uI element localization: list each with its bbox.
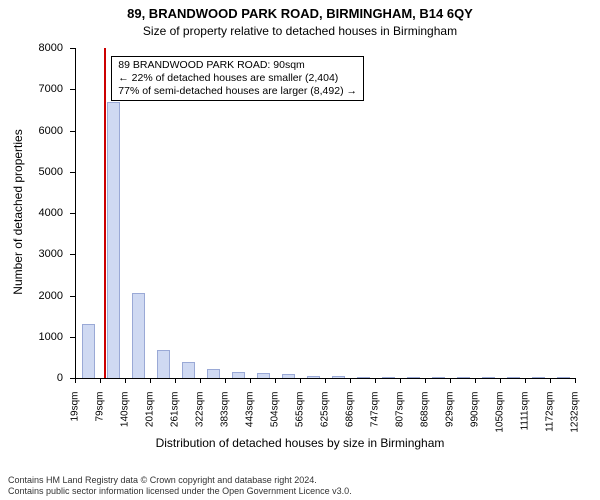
histogram-bar [307,376,320,378]
histogram-bar [457,377,470,378]
histogram-bar [232,372,245,378]
histogram-bar [257,373,270,378]
x-tick-label: 443sqm [245,392,256,442]
x-tick-label: 140sqm [120,392,131,442]
x-tick-mark [150,378,151,383]
y-tick-mark [70,131,75,132]
x-tick-label: 747sqm [370,392,381,442]
x-tick-mark [175,378,176,383]
y-tick-mark [70,213,75,214]
histogram-bar [532,377,545,378]
x-tick-label: 929sqm [445,392,456,442]
x-tick-label: 1050sqm [495,392,506,442]
histogram-bar [507,377,520,378]
footer-line-1: Contains HM Land Registry data © Crown c… [8,475,352,485]
y-tick-mark [70,337,75,338]
x-tick-label: 383sqm [220,392,231,442]
histogram-bar [157,350,170,378]
plot-area: 89 BRANDWOOD PARK ROAD: 90sqm ← 22% of d… [75,48,576,379]
y-tick-mark [70,89,75,90]
x-tick-mark [525,378,526,383]
histogram-bar [182,362,195,378]
annotation-line-3: 77% of semi-detached houses are larger (… [118,85,357,98]
x-tick-label: 625sqm [320,392,331,442]
histogram-bar [282,374,295,378]
y-tick-label: 7000 [0,83,63,95]
x-tick-mark [75,378,76,383]
x-tick-mark [500,378,501,383]
x-tick-mark [550,378,551,383]
histogram-bar [332,376,345,378]
x-axis-label: Distribution of detached houses by size … [0,436,600,450]
y-tick-label: 3000 [0,248,63,260]
histogram-bar [107,102,120,378]
histogram-bar [132,293,145,378]
x-tick-label: 1232sqm [570,392,581,442]
y-tick-mark [70,254,75,255]
chart-container: 89, BRANDWOOD PARK ROAD, BIRMINGHAM, B14… [0,0,600,500]
histogram-bar [357,377,370,378]
annotation-box: 89 BRANDWOOD PARK ROAD: 90sqm ← 22% of d… [111,56,364,101]
histogram-bar [482,377,495,378]
x-tick-mark [475,378,476,383]
footer: Contains HM Land Registry data © Crown c… [8,475,352,496]
x-tick-label: 990sqm [470,392,481,442]
x-tick-label: 1111sqm [520,392,531,442]
y-tick-label: 8000 [0,42,63,54]
x-tick-mark [225,378,226,383]
x-tick-label: 19sqm [70,392,81,442]
x-tick-mark [425,378,426,383]
x-tick-mark [125,378,126,383]
x-tick-mark [375,378,376,383]
x-tick-mark [200,378,201,383]
y-tick-label: 0 [0,372,63,384]
histogram-bar [82,324,95,378]
x-tick-label: 807sqm [395,392,406,442]
annotation-line-2: ← 22% of detached houses are smaller (2,… [118,72,357,85]
x-tick-mark [250,378,251,383]
x-tick-label: 1172sqm [545,392,556,442]
y-tick-label: 6000 [0,125,63,137]
x-tick-mark [575,378,576,383]
histogram-bar [382,377,395,378]
y-tick-label: 5000 [0,166,63,178]
x-tick-mark [100,378,101,383]
reference-line [104,48,106,378]
histogram-bar [557,377,570,378]
y-tick-mark [70,48,75,49]
annotation-line-1: 89 BRANDWOOD PARK ROAD: 90sqm [118,59,357,72]
y-tick-label: 2000 [0,290,63,302]
x-tick-mark [325,378,326,383]
x-tick-mark [275,378,276,383]
x-tick-label: 686sqm [345,392,356,442]
x-tick-mark [350,378,351,383]
x-tick-label: 565sqm [295,392,306,442]
x-tick-mark [300,378,301,383]
histogram-bar [207,369,220,378]
y-tick-label: 4000 [0,207,63,219]
chart-title: 89, BRANDWOOD PARK ROAD, BIRMINGHAM, B14… [0,6,600,21]
x-tick-label: 322sqm [195,392,206,442]
y-tick-label: 1000 [0,331,63,343]
x-tick-mark [450,378,451,383]
histogram-bar [432,377,445,378]
footer-line-2: Contains public sector information licen… [8,486,352,496]
x-tick-mark [400,378,401,383]
histogram-bar [407,377,420,378]
y-tick-mark [70,296,75,297]
x-tick-label: 261sqm [170,392,181,442]
y-tick-mark [70,172,75,173]
x-tick-label: 504sqm [270,392,281,442]
chart-subtitle: Size of property relative to detached ho… [0,24,600,38]
x-tick-label: 201sqm [145,392,156,442]
x-tick-label: 79sqm [95,392,106,442]
x-tick-label: 868sqm [420,392,431,442]
